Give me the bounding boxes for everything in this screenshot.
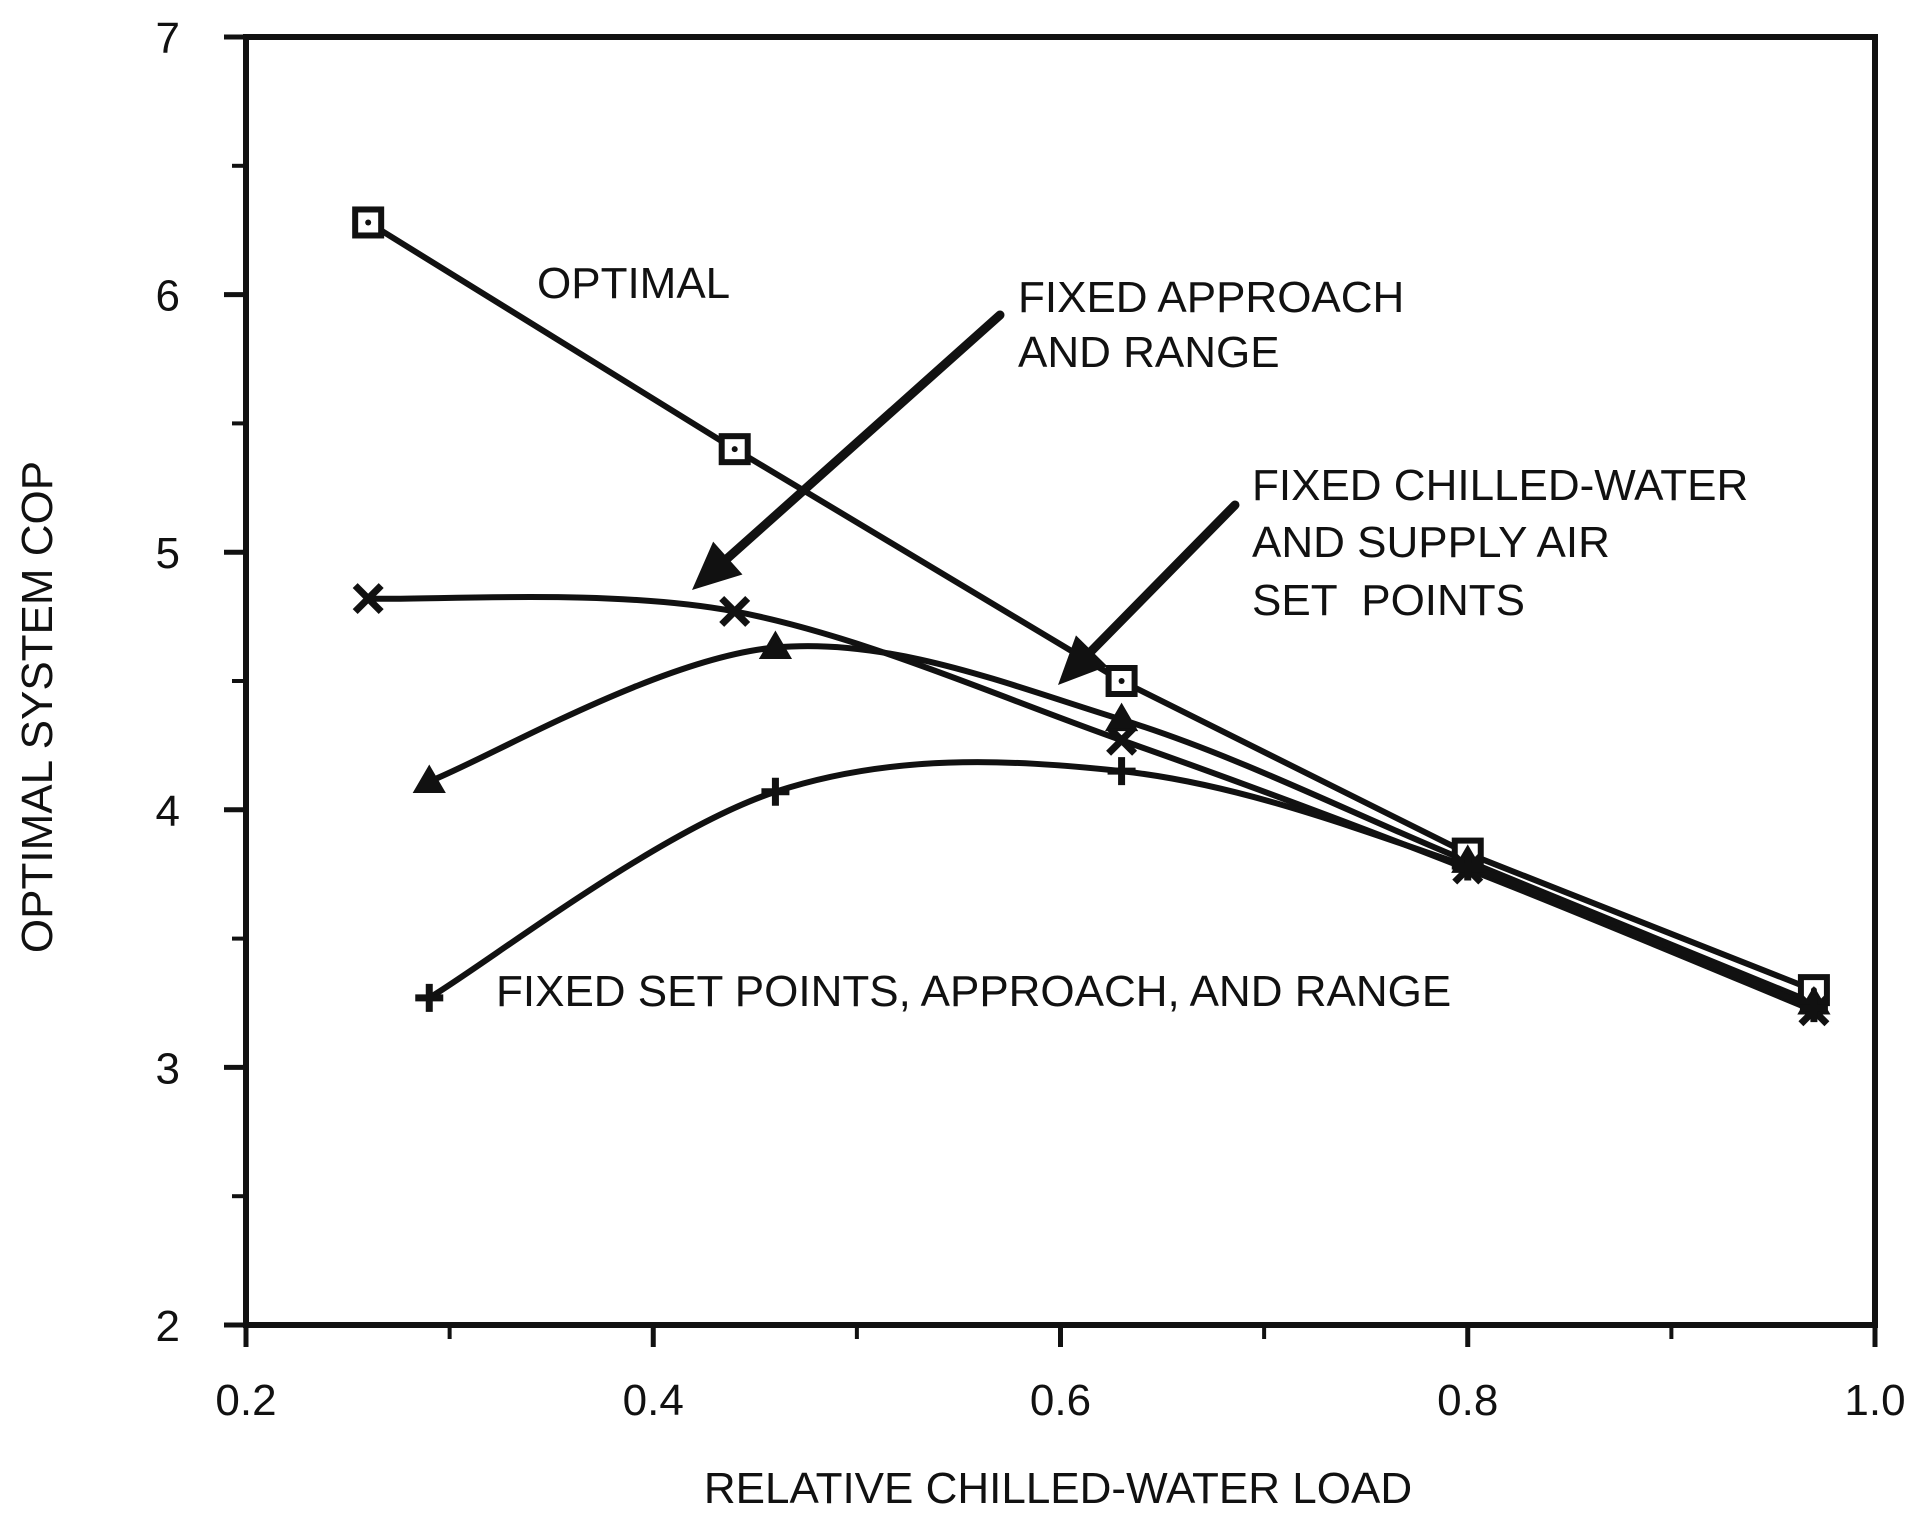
- data-point-square-dot: [731, 446, 738, 453]
- data-point-x: [1106, 724, 1138, 756]
- arrow-fixed-approach-head: [692, 541, 743, 590]
- annotation-fixed-set-points: FIXED SET POINTS, APPROACH, AND RANGE: [496, 967, 1451, 1016]
- annotation-fixed-approach-line2: AND RANGE: [1018, 328, 1280, 377]
- x-tick-label: 0.2: [215, 1376, 276, 1425]
- series-points: [352, 206, 1831, 1027]
- y-axis-title: OPTIMAL SYSTEM COP: [13, 461, 62, 953]
- x-axis-title: RELATIVE CHILLED-WATER LOAD: [704, 1464, 1412, 1513]
- data-point-plus: [1453, 852, 1482, 881]
- data-point-plus: [1107, 757, 1136, 786]
- annotation-fixed-chilled-line1: FIXED CHILLED-WATER: [1252, 461, 1748, 510]
- data-point-square-dot: [365, 219, 372, 226]
- y-tick-label: 4: [156, 787, 180, 836]
- annotation-fixed-chilled-line3: SET POINTS: [1252, 576, 1525, 625]
- x-tick-label: 0.6: [1030, 1376, 1091, 1425]
- y-tick-label: 5: [156, 529, 180, 578]
- data-point-plus: [415, 983, 444, 1012]
- data-point-plus: [1799, 994, 1828, 1023]
- series-line-triangle: [428, 643, 1816, 1006]
- data-point-triangle: [758, 630, 793, 660]
- data-point-x: [719, 595, 751, 627]
- y-tick-label: 7: [156, 14, 180, 63]
- data-point-triangle: [1104, 702, 1139, 732]
- arrow-fixed-chilled-water-head: [1058, 635, 1108, 685]
- arrow-fixed-approach-shaft: [723, 310, 1005, 563]
- annotation-arrows: [692, 310, 1240, 685]
- arrow-fixed-chilled-water-shaft: [1087, 500, 1240, 656]
- data-point-square: [1105, 665, 1138, 697]
- y-tick-label: 2: [156, 1302, 180, 1351]
- y-tick-label: 6: [156, 272, 180, 321]
- data-point-square-dot: [1118, 678, 1125, 684]
- annotation-optimal: OPTIMAL: [537, 259, 730, 308]
- x-tick-label: 1.0: [1844, 1376, 1905, 1425]
- data-point-x: [352, 583, 384, 615]
- data-point-triangle: [412, 764, 446, 793]
- y-axis: 2 3 4 5 6 7: [156, 14, 246, 1351]
- annotation-fixed-approach-line1: FIXED APPROACH: [1018, 273, 1404, 322]
- x-tick-label: 0.4: [623, 1376, 684, 1425]
- x-axis: 0.2 0.4 0.6 0.8 1.0: [215, 1325, 1906, 1425]
- y-tick-label: 3: [156, 1044, 180, 1093]
- annotation-fixed-chilled-line2: AND SUPPLY AIR: [1252, 518, 1610, 567]
- x-tick-label: 0.8: [1437, 1376, 1498, 1425]
- data-point-plus: [761, 777, 790, 806]
